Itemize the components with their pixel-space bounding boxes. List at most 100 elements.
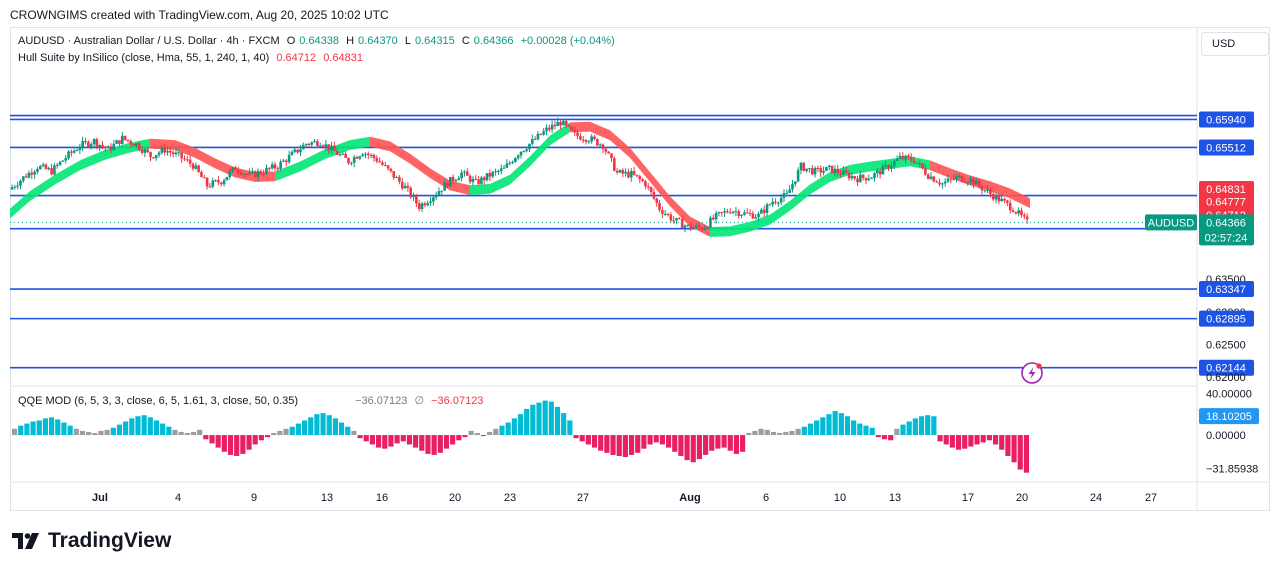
hull-band-segment [710, 226, 730, 237]
candle-body [109, 146, 113, 151]
candle-body [186, 159, 189, 161]
candle-body [502, 167, 506, 169]
candle-body [621, 170, 625, 174]
symbol-legend[interactable]: AUDUSD · Australian Dollar / U.S. Dollar… [18, 35, 619, 47]
alert-lightning-icon[interactable] [1021, 362, 1043, 384]
candle-body [13, 186, 17, 188]
candle-body [242, 173, 246, 175]
qqe-bar [301, 420, 308, 436]
candle-body [293, 149, 297, 152]
hull-band-segment [350, 136, 370, 150]
qqe-bar [511, 418, 517, 436]
candle-body [941, 183, 944, 185]
candle-body [870, 177, 873, 179]
hull-band-segment [300, 149, 325, 172]
candle-body [751, 213, 755, 219]
candle-body [791, 184, 794, 190]
candle-body [140, 149, 144, 153]
open-label: O [286, 35, 296, 47]
symbol-title: AUDUSD · Australian Dollar / U.S. Dollar… [18, 35, 280, 47]
candle-body [726, 211, 729, 213]
candle-body [335, 150, 339, 155]
candle-body [601, 144, 605, 149]
qqe-bar [382, 435, 388, 449]
price-axis-label-box [1199, 310, 1254, 327]
candle-body [81, 141, 84, 148]
candle-body [799, 162, 803, 171]
candle-body [437, 191, 441, 195]
qqe-bar [721, 435, 727, 448]
candle-body [728, 212, 732, 214]
qqe-bar [869, 427, 875, 436]
candle-body [754, 217, 758, 219]
qqe-bar [388, 435, 394, 447]
candle-body [259, 171, 263, 174]
candle-body [570, 126, 574, 131]
currency-button[interactable]: USD [1201, 32, 1269, 56]
price-axis-label-box [1199, 193, 1254, 210]
candle-body [723, 211, 726, 213]
candle-body [584, 140, 588, 142]
candle-body [887, 165, 890, 169]
candle-body [844, 170, 848, 173]
candle-body [480, 177, 483, 184]
bar-countdown: 02:57:24 [1205, 232, 1248, 244]
candle-body [717, 212, 721, 214]
qqe-bar [696, 435, 703, 460]
candle-body [709, 217, 712, 228]
qqe-bar [24, 423, 30, 436]
qqe-bar [277, 430, 283, 436]
hull-legend[interactable]: Hull Suite by InSilico (close, Hma, 55, … [18, 52, 367, 64]
qqe-bar [980, 435, 986, 443]
hull-band-segment [255, 171, 275, 182]
candle-body [646, 186, 650, 188]
hull-band-segment [810, 172, 830, 195]
qqe-bar [894, 428, 900, 436]
qqe-bar [345, 426, 351, 436]
candle-body [579, 136, 582, 140]
low-label: L [404, 35, 411, 47]
time-axis-tick: 27 [1145, 492, 1157, 504]
tradingview-logo[interactable]: TradingView [12, 529, 171, 553]
price-axis-label: 0.65512 [1206, 142, 1246, 154]
price-axis-label: 0.62144 [1206, 363, 1246, 375]
candle-body [672, 220, 675, 222]
candle-body [55, 164, 59, 166]
qqe-legend[interactable]: QQE MOD (6, 5, 3, 3, close, 6, 5, 1.61, … [18, 394, 487, 407]
candle-body [126, 139, 130, 141]
candle-body [222, 180, 226, 185]
candle-body [120, 135, 124, 144]
qqe-bar [209, 435, 215, 444]
candle-body [389, 168, 393, 172]
candle-body [641, 179, 644, 182]
candle-body [208, 186, 212, 188]
candle-body [375, 158, 379, 162]
candle-body [966, 182, 970, 184]
qqe-bar [740, 435, 746, 452]
candle-body [516, 155, 520, 159]
candle-body [740, 214, 743, 216]
candle-body [788, 189, 791, 193]
candle-body [542, 131, 545, 135]
candle-body [607, 151, 610, 154]
candle-body [460, 172, 463, 179]
candle-body [980, 186, 984, 191]
tradingview-logo-icon [12, 533, 39, 549]
candle-body [686, 224, 690, 226]
candle-body [655, 198, 659, 203]
candle-body [545, 127, 548, 132]
qqe-bar [314, 414, 320, 436]
candle-body [449, 177, 452, 187]
qqe-bar [234, 435, 240, 456]
qqe-bar [326, 415, 332, 436]
candle-body [403, 185, 407, 189]
qqe-bar [770, 431, 777, 436]
qqe-bar [672, 435, 678, 452]
qqe-bar [955, 435, 962, 450]
candle-body [782, 193, 786, 198]
qqe-bar [561, 413, 567, 436]
qqe-bar [851, 420, 857, 436]
qqe-bar [1017, 435, 1023, 470]
qqe-bar [437, 435, 443, 453]
